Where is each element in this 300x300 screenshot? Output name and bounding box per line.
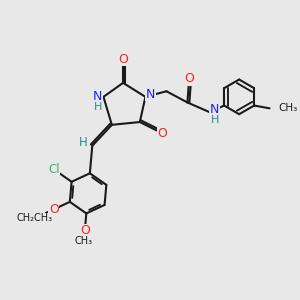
Text: N: N: [93, 90, 103, 104]
Text: O: O: [184, 72, 194, 85]
Text: O: O: [118, 52, 128, 66]
Text: N: N: [210, 103, 220, 116]
Text: CH₂CH₃: CH₂CH₃: [16, 213, 52, 224]
Text: H: H: [211, 115, 219, 125]
Text: Cl: Cl: [48, 163, 60, 176]
Text: N: N: [146, 88, 155, 100]
Text: H: H: [94, 103, 102, 112]
Text: CH₃: CH₃: [75, 236, 93, 246]
Text: O: O: [157, 127, 167, 140]
Text: H: H: [79, 136, 88, 149]
Text: O: O: [49, 203, 59, 216]
Text: O: O: [80, 224, 90, 238]
Text: CH₃: CH₃: [278, 103, 297, 113]
